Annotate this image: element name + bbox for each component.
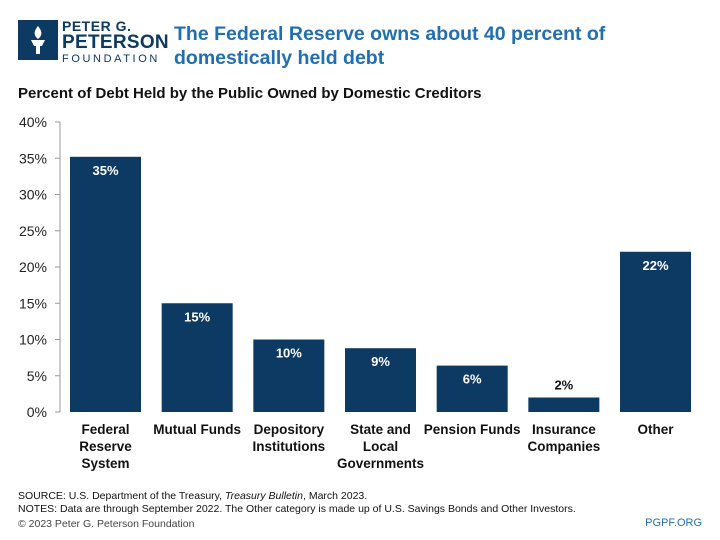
data-label: 2% [554, 378, 573, 393]
source-notes: SOURCE: U.S. Department of the Treasury,… [18, 490, 576, 516]
x-tick-label: Pension Funds [424, 422, 521, 437]
site-link[interactable]: PGPF.ORG [645, 517, 702, 529]
data-label: 35% [92, 163, 118, 178]
bar [345, 348, 417, 412]
copyright: © 2023 Peter G. Peterson Foundation [18, 518, 195, 530]
y-tick-label: 35% [19, 150, 47, 166]
y-tick-label: 25% [19, 223, 47, 239]
data-label: 22% [643, 258, 669, 273]
y-tick-label: 15% [19, 295, 47, 311]
bar [161, 303, 233, 412]
source-publication: Treasury Bulletin [224, 490, 303, 502]
x-tick-label: Reserve [79, 439, 132, 454]
data-label: 9% [371, 354, 390, 369]
logo-line-3: FOUNDATION [62, 53, 160, 65]
x-tick-label: Other [638, 422, 675, 437]
x-tick-label: Federal [81, 422, 129, 437]
x-tick-label: State and [350, 422, 411, 437]
x-tick-label: Governments [337, 456, 424, 471]
logo-line-1: PETER G. [62, 18, 132, 34]
data-label: 15% [184, 309, 210, 324]
bar [70, 156, 141, 412]
pgpf-logo: PETER G. PETERSON FOUNDATION [18, 18, 169, 68]
x-tick-label: Insurance [532, 422, 596, 437]
chart-title: Percent of Debt Held by the Public Owned… [18, 85, 482, 102]
logo-line-2: PETERSON [62, 32, 169, 53]
y-tick-label: 20% [19, 259, 47, 275]
y-tick-label: 5% [27, 368, 47, 384]
bar-chart: 0% 5% 10% 15% 20% 25% 30% 35% 40% 35% Federal Reser… [19, 114, 692, 471]
bar [528, 397, 600, 412]
y-tick-label: 10% [19, 332, 47, 348]
y-tick-label: 0% [27, 404, 47, 420]
data-label: 10% [276, 346, 302, 361]
bar [436, 365, 508, 412]
data-label: 6% [463, 372, 482, 387]
y-tick-label: 30% [19, 187, 47, 203]
x-tick-label: System [81, 456, 129, 471]
x-tick-label: Mutual Funds [153, 422, 241, 437]
source-prefix: SOURCE: U.S. Department of the Treasury, [18, 490, 225, 502]
source-suffix: , March 2023. [302, 490, 368, 502]
bar [620, 251, 692, 412]
bar [253, 339, 325, 412]
x-tick-label: Institutions [252, 439, 325, 454]
headline: The Federal Reserve owns about 40 percen… [174, 23, 606, 69]
x-tick-label: Local [363, 439, 398, 454]
y-tick-label: 40% [19, 114, 47, 130]
torch-logo-icon [18, 20, 58, 60]
x-tick-label: Depository [254, 422, 325, 437]
notes-line: NOTES: Data are through September 2022. … [18, 503, 576, 515]
source-line: SOURCE: U.S. Department of the Treasury,… [18, 490, 576, 503]
x-tick-label: Companies [527, 439, 600, 454]
